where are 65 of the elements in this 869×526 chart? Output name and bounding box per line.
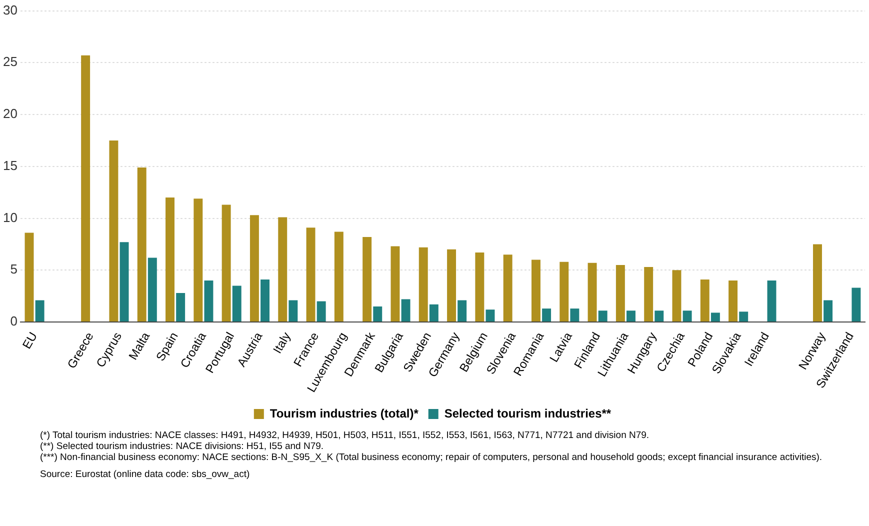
bar: [560, 262, 569, 322]
y-tick-label: 15: [2, 158, 18, 173]
bar: [616, 264, 625, 322]
bar: [204, 280, 214, 322]
bar: [542, 308, 552, 322]
bar: [475, 252, 484, 322]
bar: [588, 262, 597, 322]
bar: [316, 301, 326, 322]
bar: [166, 198, 174, 322]
y-tick-label: 30: [2, 2, 18, 18]
text: (*) Total tourism industries: NACE classes: H491, H4932, H4939, H501, H503, H511, I551, I552, I553, I561, I563, N771, N7721 and division N79.: [40, 430, 650, 441]
bar: [813, 244, 822, 322]
bar: [672, 270, 682, 322]
bar: [250, 215, 259, 322]
bar: [458, 300, 467, 322]
bar: [194, 198, 203, 322]
bar: [598, 310, 608, 322]
bar: [109, 140, 118, 322]
source-note: Source: Eurostat (online data code: sbs_ovw_act): [40, 469, 251, 480]
bar: [148, 258, 157, 322]
bar: [503, 254, 512, 322]
bar: [120, 242, 129, 322]
bar: [682, 310, 692, 322]
bar: [24, 232, 34, 322]
bar: [176, 292, 186, 322]
bar: [222, 204, 231, 322]
bar: [278, 217, 288, 322]
bar: [232, 286, 242, 322]
y-tick-label: 10: [2, 210, 18, 225]
bar: [362, 236, 372, 322]
bar: [852, 288, 861, 322]
bar: [429, 304, 438, 322]
bar: [626, 310, 636, 322]
bar: [373, 306, 382, 322]
x-tick-label: EU: [20, 330, 40, 352]
bar: [306, 228, 316, 322]
y-tick-label: 0: [10, 314, 18, 329]
y-tick-label: 25: [2, 54, 18, 70]
bar: [401, 299, 410, 322]
y-tick-label: 5: [10, 262, 18, 277]
bar: [728, 280, 738, 322]
bar: [137, 167, 146, 322]
bar: [531, 260, 540, 322]
bar: [654, 310, 664, 322]
bar: [570, 308, 580, 322]
bar: [390, 246, 400, 322]
bar: [447, 249, 456, 322]
bar: [35, 300, 44, 322]
text: (***) Non-financial business economy: NACE sections: B-N_S95_X_K (Total business economy; repair of computers, personal and household goods; except financial insurance activities).: [40, 452, 824, 463]
text: (**) Selected tourism industries: NACE divisions: H51, I55 and N79.: [40, 441, 325, 452]
bar: [644, 267, 654, 322]
y-tick-label: 20: [2, 106, 18, 122]
bar: [260, 279, 270, 322]
legend-label: Selected tourism industries**: [444, 406, 612, 420]
bar: [824, 300, 833, 322]
bar: [486, 310, 495, 322]
bar: [81, 55, 90, 322]
bar: [710, 312, 720, 322]
bar: [767, 280, 776, 322]
bar: [739, 312, 748, 322]
bar: [418, 247, 428, 322]
bar: [334, 232, 344, 322]
legend-label: Tourism industries (total)*: [270, 406, 419, 420]
bar: [288, 300, 298, 322]
bar: [700, 279, 710, 322]
